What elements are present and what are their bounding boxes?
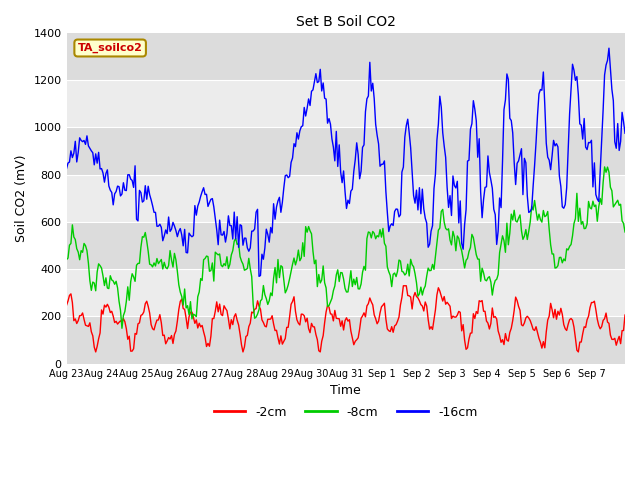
Bar: [67, 33, 625, 80]
X-axis label: Time: Time: [330, 384, 361, 397]
Y-axis label: Soil CO2 (mV): Soil CO2 (mV): [15, 155, 28, 242]
Legend: -2cm, -8cm, -16cm: -2cm, -8cm, -16cm: [209, 401, 483, 424]
Bar: [67, 128, 625, 175]
Bar: [67, 175, 625, 222]
Bar: [67, 80, 625, 128]
Bar: [67, 222, 625, 269]
Bar: [67, 269, 625, 316]
Title: Set B Soil CO2: Set B Soil CO2: [296, 15, 396, 29]
Bar: [67, 316, 625, 364]
Text: TA_soilco2: TA_soilco2: [77, 43, 143, 53]
